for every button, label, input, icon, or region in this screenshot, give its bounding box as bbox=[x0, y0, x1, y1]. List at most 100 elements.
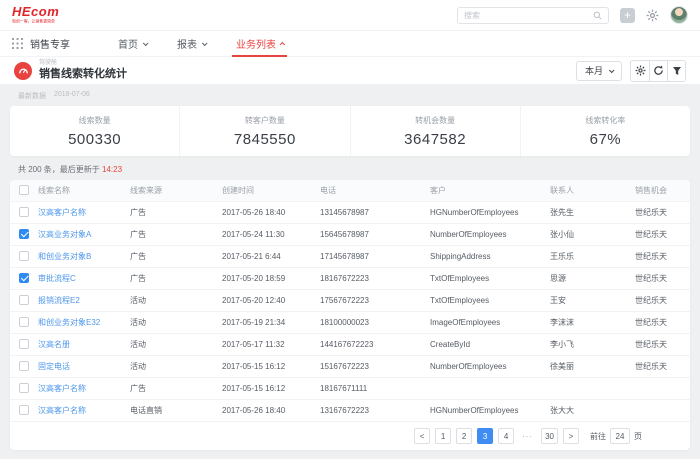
settings-button[interactable] bbox=[631, 60, 649, 81]
table-row[interactable]: 汉高客户名称 电话直销 2017-05-26 18:40 13167672223 HGN… bbox=[10, 400, 690, 422]
breadcrumb-category: 驾驶舱 bbox=[39, 60, 58, 67]
table-row[interactable]: 汉高客户名称 广告 2017-05-26 18:40 13145678987 HGNum… bbox=[10, 202, 690, 224]
cell-name[interactable]: 和创业务对象E32 bbox=[38, 318, 101, 327]
cell-contact: 张大大 bbox=[550, 406, 574, 415]
cell-name[interactable]: 汉高业务对象A bbox=[38, 230, 92, 239]
table-row[interactable]: 汉高客户名称 广告 2017-05-15 16:12 18167671111 bbox=[10, 378, 690, 400]
cell-name[interactable]: 固定电话 bbox=[38, 362, 70, 371]
table-row[interactable]: 和创业务对象B 广告 2017-05-21 6:44 17145678987 Shipp… bbox=[10, 246, 690, 268]
stat-label: 线索数量 bbox=[78, 115, 111, 125]
column-header-contact[interactable]: 联系人 bbox=[550, 186, 574, 195]
stat-value: 500330 bbox=[68, 130, 122, 148]
brand-logo: HEcom 和创一客，让销售更简单 bbox=[12, 5, 78, 25]
cell-source: 广告 bbox=[130, 252, 146, 261]
page-next-button[interactable]: > bbox=[563, 428, 579, 444]
page-header-actions: 本月 bbox=[575, 59, 686, 82]
cell-source: 广告 bbox=[130, 230, 146, 239]
page-button-2[interactable]: 2 bbox=[456, 428, 473, 444]
pagination-goto: 前往 页 bbox=[590, 428, 642, 444]
page-title-block: 驾驶舱 销售线索转化统计 bbox=[14, 60, 127, 80]
search-icon[interactable] bbox=[593, 11, 602, 20]
filter-funnel-button[interactable] bbox=[667, 60, 685, 81]
user-avatar[interactable] bbox=[670, 6, 688, 24]
topbar-actions: + bbox=[457, 6, 688, 24]
table-row[interactable]: 汉高名册 活动 2017-05-17 11:32 144167672223 Create… bbox=[10, 334, 690, 356]
row-checkbox[interactable] bbox=[19, 294, 29, 305]
row-checkbox[interactable] bbox=[19, 360, 29, 371]
refresh-button[interactable] bbox=[649, 60, 667, 81]
column-header-created-time[interactable]: 创建时间 bbox=[222, 186, 254, 195]
cell-created: 2017-05-19 21:34 bbox=[222, 318, 286, 327]
nav-item-business-list[interactable]: 业务列表 bbox=[232, 31, 287, 57]
cell-phone: 15167672223 bbox=[320, 362, 369, 371]
logo-tagline: 和创一客，让销售更简单 bbox=[12, 20, 55, 24]
page-button-4[interactable]: 4 bbox=[498, 428, 515, 444]
row-checkbox[interactable] bbox=[19, 272, 29, 283]
row-checkbox[interactable] bbox=[19, 206, 29, 217]
column-header-phone[interactable]: 电话 bbox=[320, 186, 336, 195]
nav-item-home[interactable]: 首页 bbox=[118, 31, 149, 57]
column-header-customer[interactable]: 客户 bbox=[430, 186, 446, 195]
latest-data-date: 2018-07-06 bbox=[54, 91, 90, 98]
table-row[interactable]: 和创业务对象E32 活动 2017-05-19 21:34 18100000023 Im… bbox=[10, 312, 690, 334]
top-bar: HEcom 和创一客，让销售更简单 + bbox=[0, 0, 700, 30]
cell-opportunity: 世纪乐天 bbox=[635, 296, 667, 305]
nav-item-reports[interactable]: 报表 bbox=[177, 31, 208, 57]
cell-name[interactable]: 汉高客户名称 bbox=[38, 208, 86, 217]
page-button-30[interactable]: 30 bbox=[541, 428, 558, 444]
table-row[interactable]: 审批流程C 广告 2017-05-20 18:59 18167672223 TxtOfE… bbox=[10, 268, 690, 290]
apps-grid-icon[interactable] bbox=[12, 38, 23, 49]
cell-phone: 18167671111 bbox=[320, 384, 368, 393]
column-header-lead-source[interactable]: 线索来源 bbox=[130, 186, 162, 195]
page-button-1[interactable]: 1 bbox=[435, 428, 452, 444]
cell-phone: 13167672223 bbox=[320, 406, 369, 415]
table-row[interactable]: 汉高业务对象A 广告 2017-05-24 11:30 15645678987 Numb… bbox=[10, 224, 690, 246]
goto-page-input[interactable] bbox=[610, 428, 630, 444]
cell-customer: NumberOfEmployees bbox=[430, 230, 507, 239]
cell-name[interactable]: 报销流程E2 bbox=[38, 296, 80, 305]
row-checkbox[interactable] bbox=[19, 338, 29, 349]
column-header-opportunity[interactable]: 销售机会 bbox=[635, 186, 667, 195]
row-checkbox[interactable] bbox=[19, 250, 29, 261]
cell-customer: ShippingAddress bbox=[430, 252, 491, 261]
stat-label: 转客户数量 bbox=[244, 115, 285, 125]
select-all-checkbox[interactable] bbox=[19, 184, 29, 195]
cell-contact: 王安 bbox=[550, 296, 566, 305]
cell-name[interactable]: 汉高客户名称 bbox=[38, 384, 86, 393]
add-button[interactable]: + bbox=[620, 7, 635, 23]
table-row[interactable]: 报销流程E2 活动 2017-05-20 12:40 17567672223 TxtOf… bbox=[10, 290, 690, 312]
table-summary: 共 200 条，最后更新于 14:23 bbox=[10, 156, 690, 180]
table-row[interactable]: 固定电话 活动 2017-05-15 16:12 15167672223 NumberO… bbox=[10, 356, 690, 378]
global-search[interactable] bbox=[457, 6, 609, 24]
cell-created: 2017-05-15 16:12 bbox=[222, 384, 286, 393]
column-header-lead-name[interactable]: 线索名称 bbox=[38, 186, 70, 195]
cell-customer: HGNumberOfEmployees bbox=[430, 406, 519, 415]
main-nav: 销售专享 首页 报表 业务列表 bbox=[0, 30, 700, 57]
nav-item-label: 业务列表 bbox=[236, 40, 276, 51]
cell-created: 2017-05-26 18:40 bbox=[222, 406, 286, 415]
cell-opportunity: 世纪乐天 bbox=[635, 208, 667, 217]
cell-source: 广告 bbox=[130, 274, 146, 283]
cell-customer: NumberOfEmployees bbox=[430, 362, 507, 371]
cell-contact: 李沫沫 bbox=[550, 318, 574, 327]
row-checkbox[interactable] bbox=[19, 228, 29, 239]
settings-gear-icon[interactable] bbox=[646, 9, 659, 22]
cell-name[interactable]: 汉高名册 bbox=[38, 340, 70, 349]
cell-name[interactable]: 汉高客户名称 bbox=[38, 406, 86, 415]
cell-phone: 17567672223 bbox=[320, 296, 369, 305]
stat-label: 转机会数量 bbox=[415, 115, 456, 125]
cell-opportunity: 世纪乐天 bbox=[635, 252, 667, 261]
cell-name[interactable]: 审批流程C bbox=[38, 274, 76, 283]
cell-phone: 144167672223 bbox=[320, 340, 374, 349]
cell-name[interactable]: 和创业务对象B bbox=[38, 252, 92, 261]
row-checkbox[interactable] bbox=[19, 404, 29, 415]
row-checkbox[interactable] bbox=[19, 382, 29, 393]
cell-customer: CreateById bbox=[430, 340, 471, 349]
row-checkbox[interactable] bbox=[19, 316, 29, 327]
period-select[interactable]: 本月 bbox=[575, 60, 622, 81]
search-input[interactable] bbox=[464, 10, 593, 20]
period-label: 本月 bbox=[584, 66, 603, 76]
cell-source: 活动 bbox=[130, 318, 146, 327]
page-prev-button[interactable]: < bbox=[414, 428, 431, 444]
page-button-3[interactable]: 3 bbox=[477, 428, 494, 444]
